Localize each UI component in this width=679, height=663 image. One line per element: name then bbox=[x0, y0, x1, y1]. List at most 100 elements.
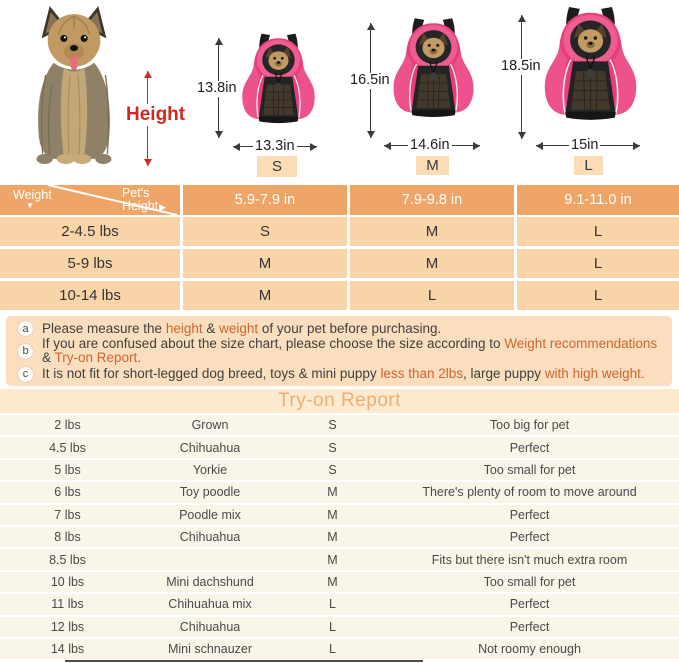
tryon-table-row: 10 lbs Mini dachshund M Too small for pe… bbox=[0, 571, 679, 593]
tryon-size-cell: M bbox=[327, 574, 338, 589]
right-arrow-icon: ▶ bbox=[159, 202, 166, 212]
recommended-size-cell: M bbox=[183, 249, 347, 278]
tryon-breed-cell: Chihuahua bbox=[179, 440, 241, 455]
tryon-table-row: 12 lbs Chihuahua L Perfect bbox=[0, 616, 679, 637]
backpack-photo-l bbox=[544, 6, 637, 121]
tryon-table-row: 14 lbs Mini schnauzer L Not roomy enough bbox=[0, 638, 679, 660]
tryon-weight-cell: 8.5 lbs bbox=[49, 552, 86, 567]
tryon-weight-cell: 4.5 lbs bbox=[49, 440, 86, 455]
recommended-size-cell: M bbox=[350, 249, 514, 278]
tryon-breed-cell: Mini dachshund bbox=[166, 574, 254, 589]
backpack-photo-s bbox=[241, 33, 316, 124]
tryon-table-row: 5 lbs Yorkie S Too small for pet bbox=[0, 459, 679, 481]
tryon-size-cell: S bbox=[328, 462, 337, 477]
tryon-breed-cell: Grown bbox=[191, 418, 229, 433]
tryon-breed-cell: Poodle mix bbox=[179, 507, 241, 522]
tryon-comment-cell: Too big for pet bbox=[489, 418, 570, 433]
tryon-size-cell: L bbox=[329, 642, 336, 657]
tryon-comment-cell: Perfect bbox=[509, 619, 550, 634]
tryon-weight-cell: 6 lbs bbox=[54, 485, 81, 500]
size-tag-m: M bbox=[416, 156, 449, 175]
note-b: b If you are confused about the size cha… bbox=[18, 335, 660, 366]
corner-weight-label: Weight bbox=[13, 188, 52, 202]
tryon-breed-cell: Mini schnauzer bbox=[167, 642, 253, 657]
note-a-text: Please measure the height & weight of yo… bbox=[42, 320, 442, 336]
tryon-size-cell: L bbox=[329, 619, 336, 634]
recommended-size-cell: L bbox=[517, 249, 679, 278]
recommended-size-cell: L bbox=[517, 281, 679, 310]
bottom-divider bbox=[65, 660, 423, 662]
height-word: Height bbox=[121, 199, 159, 213]
tryon-comment-cell: Perfect bbox=[509, 530, 550, 545]
tryon-report-table: 2 lbs Grown S Too big for pet 4.5 lbs Ch… bbox=[0, 415, 679, 660]
tryon-weight-cell: 5 lbs bbox=[54, 462, 81, 477]
tryon-table-row: 6 lbs Toy poodle M There's plenty of roo… bbox=[0, 482, 679, 503]
tryon-report-title: Try-on Report bbox=[278, 390, 401, 411]
s-height-dimension: 13.8in bbox=[195, 80, 239, 97]
tryon-breed-cell: Chihuahua bbox=[179, 619, 241, 634]
tryon-comment-cell: There's plenty of room to move around bbox=[422, 485, 637, 500]
tryon-comment-cell: Too small for pet bbox=[483, 574, 576, 589]
tryon-table-row: 4.5 lbs Chihuahua S Perfect bbox=[0, 437, 679, 458]
notes-panel: a Please measure the height & weight of … bbox=[6, 316, 672, 386]
l-height-arrow bbox=[517, 15, 526, 139]
l-height-dimension: 18.5in bbox=[499, 58, 543, 75]
size-tag-s: S bbox=[257, 156, 297, 177]
size-recommendation-table: Weight ▼ Pet's Height▶ 5.9-7.9 in 7.9-9.… bbox=[0, 185, 679, 310]
size-tag-l: L bbox=[574, 156, 603, 175]
column-header-1: 5.9-7.9 in bbox=[183, 185, 347, 215]
tryon-comment-cell: Not roomy enough bbox=[478, 642, 581, 657]
weight-range-cell: 2-4.5 lbs bbox=[0, 217, 180, 246]
tryon-table-row: 11 lbs Chihuahua mix L Perfect bbox=[0, 594, 679, 615]
l-width-dimension: 15in bbox=[569, 137, 601, 154]
tryon-comment-cell: Perfect bbox=[509, 440, 550, 455]
note-a-marker: a bbox=[18, 321, 33, 337]
tryon-weight-cell: 2 lbs bbox=[54, 418, 81, 433]
tryon-size-cell: M bbox=[327, 507, 338, 522]
note-a: a Please measure the height & weight of … bbox=[18, 320, 660, 337]
tryon-size-cell: M bbox=[327, 530, 338, 545]
weight-range-cell: 5-9 lbs bbox=[0, 249, 180, 278]
note-b-text: If you are confused about the size chart… bbox=[42, 335, 658, 366]
yorkie-dog-photo bbox=[35, 5, 113, 165]
tryon-table-row: 7 lbs Poodle mix M Perfect bbox=[0, 504, 679, 525]
note-c-marker: c bbox=[18, 366, 33, 382]
tryon-comment-cell: Too small for pet bbox=[483, 462, 576, 477]
tryon-size-cell: S bbox=[328, 440, 337, 455]
note-c: c It is not fit for short-legged dog bre… bbox=[18, 365, 660, 382]
pets-label: Pet's bbox=[121, 186, 150, 200]
tryon-breed-cell: Toy poodle bbox=[179, 485, 241, 500]
recommended-size-cell: S bbox=[183, 217, 347, 246]
tryon-weight-cell: 10 lbs bbox=[50, 574, 85, 589]
recommended-size-cell: M bbox=[183, 281, 347, 310]
recommended-size-cell: L bbox=[517, 217, 679, 246]
tryon-size-cell: M bbox=[327, 485, 338, 500]
tryon-size-cell: S bbox=[328, 418, 337, 433]
tryon-weight-cell: 8 lbs bbox=[54, 530, 81, 545]
note-c-text: It is not fit for short-legged dog breed… bbox=[42, 365, 645, 381]
corner-pets-height-label: Pet's Height▶ bbox=[122, 187, 166, 214]
table-corner-cell: Weight ▼ Pet's Height▶ bbox=[0, 185, 180, 215]
down-arrow-icon: ▼ bbox=[26, 201, 34, 210]
tryon-comment-cell: Fits but there isn't much extra room bbox=[431, 552, 628, 567]
tryon-breed-cell: Chihuahua mix bbox=[168, 597, 252, 612]
tryon-weight-cell: 14 lbs bbox=[50, 642, 85, 657]
tryon-table-row: 8.5 lbs M Fits but there isn't much extr… bbox=[0, 549, 679, 570]
tryon-table-row: 8 lbs Chihuahua M Perfect bbox=[0, 526, 679, 548]
s-width-dimension: 13.3in bbox=[253, 138, 297, 155]
column-header-3: 9.1-11.0 in bbox=[517, 185, 679, 215]
tryon-breed-cell: Chihuahua bbox=[179, 530, 241, 545]
tryon-report-header: Try-on Report bbox=[0, 389, 679, 413]
recommended-size-cell: M bbox=[350, 217, 514, 246]
tryon-comment-cell: Perfect bbox=[509, 507, 550, 522]
tryon-table-row: 2 lbs Grown S Too big for pet bbox=[0, 415, 679, 436]
height-label: Height bbox=[125, 104, 187, 126]
tryon-weight-cell: 12 lbs bbox=[50, 619, 85, 634]
tryon-size-cell: M bbox=[327, 552, 338, 567]
weight-range-cell: 10-14 lbs bbox=[0, 281, 180, 310]
column-header-2: 7.9-9.8 in bbox=[350, 185, 514, 215]
m-height-dimension: 16.5in bbox=[348, 72, 392, 89]
tryon-comment-cell: Perfect bbox=[509, 597, 550, 612]
recommended-size-cell: L bbox=[350, 281, 514, 310]
backpack-photo-m bbox=[392, 17, 475, 118]
